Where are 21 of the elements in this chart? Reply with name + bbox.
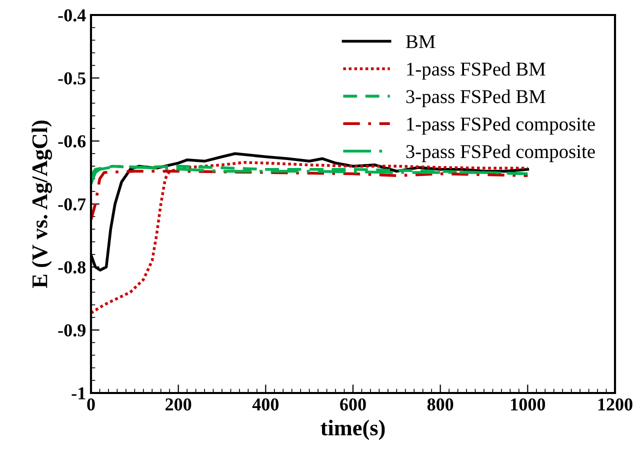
y-tick-label: -0.9 bbox=[58, 324, 86, 337]
y-tick-label: -0.4 bbox=[58, 9, 86, 22]
legend-label: BM bbox=[406, 35, 436, 48]
x-tick-label: 1200 bbox=[598, 398, 632, 411]
x-tick-label: 400 bbox=[252, 398, 279, 411]
legend-label: 1-pass FSPed BM bbox=[407, 62, 546, 80]
y-tick-label: -1 bbox=[72, 387, 86, 400]
x-tick-label: 200 bbox=[166, 398, 192, 411]
y-tick-label: -0.5 bbox=[58, 72, 86, 85]
x-tick-label: 1000 bbox=[511, 398, 546, 411]
y-tick-label: -0.6 bbox=[58, 135, 86, 148]
legend-label: 1-pass FSPed composite bbox=[407, 116, 595, 135]
x-tick-label: 600 bbox=[340, 398, 366, 411]
y-axis-title: E (V vs. Ag/AgCl) bbox=[32, 120, 52, 288]
x-tick-label: 800 bbox=[427, 398, 454, 411]
x-tick-label: 0 bbox=[87, 398, 95, 411]
legend-label: 3-pass FSPed composite bbox=[406, 144, 595, 162]
legend-label: 3-pass FSPed BM bbox=[406, 90, 546, 108]
y-tick-label: -0.8 bbox=[58, 261, 86, 274]
x-axis-title: time(s) bbox=[320, 420, 385, 440]
y-tick-label: -0.7 bbox=[58, 198, 86, 211]
